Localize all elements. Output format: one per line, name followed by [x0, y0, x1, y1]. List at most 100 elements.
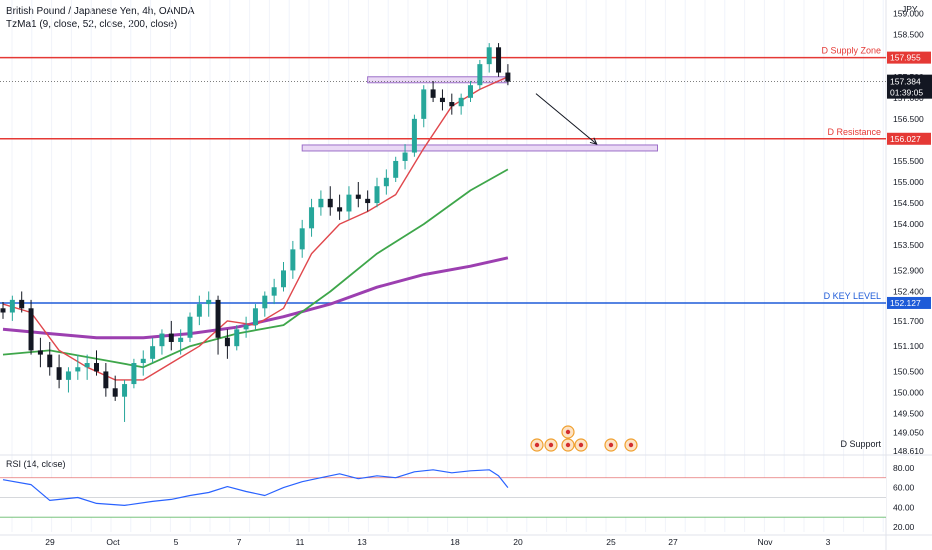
time-tick-label: 20	[513, 537, 523, 547]
ma-mid-line	[2, 168, 509, 369]
level-label: D KEY LEVEL	[824, 291, 881, 301]
event-flag-dot	[565, 429, 571, 435]
rsi-tick-label: 20.00	[893, 522, 915, 532]
current-price-text: 157.384	[890, 77, 921, 87]
candle-body	[486, 47, 492, 65]
candle-body	[458, 97, 464, 107]
event-flag-dot	[534, 442, 540, 448]
candle-body	[281, 270, 286, 288]
price-tick-label: 158.500	[893, 30, 924, 40]
time-tick-label: 5	[174, 537, 179, 547]
candle-body	[318, 198, 324, 208]
candle-body	[187, 316, 193, 338]
rsi-line	[2, 469, 509, 506]
candle-body	[365, 198, 371, 204]
level-price-tag	[887, 296, 931, 309]
candle-body	[439, 97, 445, 103]
candle-body	[94, 363, 99, 372]
candle-body	[150, 346, 156, 359]
price-tick-label: 154.500	[893, 198, 924, 208]
candle-body	[65, 371, 71, 380]
candle-body	[355, 194, 361, 199]
candle-body	[9, 299, 15, 313]
candle-body	[178, 337, 184, 342]
candle-body	[75, 367, 81, 372]
event-flag-dot	[578, 442, 584, 448]
event-flag-dot	[548, 442, 554, 448]
candle-body	[168, 333, 174, 342]
price-tick-label: 156.500	[893, 114, 924, 124]
candle-body	[215, 299, 221, 338]
candle-body	[299, 228, 305, 250]
candle-body	[206, 299, 212, 305]
time-tick-label: Nov	[757, 537, 773, 547]
candle-body	[234, 329, 240, 347]
candle-body	[496, 47, 502, 73]
candle-body	[37, 350, 43, 355]
currency-label: JPY	[902, 4, 918, 14]
price-tick-label: 152.900	[893, 265, 924, 275]
price-tick-label: 148.610	[893, 446, 924, 456]
rsi-tick-label: 80.00	[893, 463, 915, 473]
price-tick-label: 155.000	[893, 177, 924, 187]
event-flag-dot	[628, 442, 634, 448]
candle-body	[271, 287, 277, 296]
candle-body	[374, 186, 380, 204]
price-tick-label: 149.050	[893, 427, 924, 437]
candle-body	[393, 160, 399, 178]
price-tick-label: 154.000	[893, 219, 924, 229]
candle-body	[262, 295, 268, 309]
candle-body	[140, 358, 146, 364]
level-price-tag	[887, 132, 931, 145]
event-flag-dot	[608, 442, 614, 448]
candle-body	[477, 64, 483, 86]
candle-body	[383, 177, 389, 187]
candle-body	[243, 325, 249, 330]
candle-body	[224, 337, 230, 347]
time-tick-label: 29	[45, 537, 55, 547]
price-tick-label: 151.700	[893, 316, 924, 326]
price-tick-label: 155.500	[893, 156, 924, 166]
time-tick-label: 11	[296, 537, 305, 547]
time-tick-label: 7	[237, 537, 242, 547]
level-label: D Supply Zone	[821, 46, 881, 56]
time-tick-label: 18	[450, 537, 460, 547]
candle-body	[0, 308, 6, 313]
candle-body	[252, 308, 258, 326]
candle-body	[421, 89, 427, 119]
level-label: D Support	[840, 439, 881, 449]
time-tick-label: 25	[606, 537, 616, 547]
candle-body	[449, 102, 455, 107]
time-tick-label: Oct	[106, 537, 120, 547]
candle-body	[468, 85, 473, 98]
candle-body	[337, 207, 343, 212]
time-tick-label: 13	[357, 537, 367, 547]
price-tick-label: 159.000	[893, 9, 924, 19]
projection-arrow	[535, 93, 598, 145]
candle-body	[47, 354, 53, 368]
candle-body	[159, 333, 165, 347]
price-tick-label: 150.500	[893, 366, 924, 376]
candle-body	[411, 118, 417, 153]
candle-body	[290, 249, 296, 271]
candle-body	[309, 207, 315, 229]
candle-body	[327, 198, 333, 208]
price-tick-label: 152.400	[893, 286, 924, 296]
level-price-tag-text: 157.955	[890, 53, 921, 63]
level-price-tag-text: 152.127	[890, 298, 921, 308]
rsi-tick-label: 40.00	[893, 502, 915, 512]
countdown-text: 01:39:05	[890, 88, 923, 98]
price-tick-label: 151.100	[893, 341, 924, 351]
candle-body	[84, 363, 90, 368]
level-price-tag	[887, 51, 931, 64]
candle-body	[122, 384, 128, 397]
candle-body	[103, 371, 109, 389]
rsi-tick-label: 60.00	[893, 483, 915, 493]
chart-title: British Pound / Japanese Yen, 4h, OANDA	[6, 6, 195, 17]
candle-body	[28, 308, 34, 351]
current-price-tag	[887, 74, 932, 99]
candle-body	[402, 152, 408, 161]
candle-body	[430, 89, 436, 98]
candle-body	[112, 388, 118, 397]
